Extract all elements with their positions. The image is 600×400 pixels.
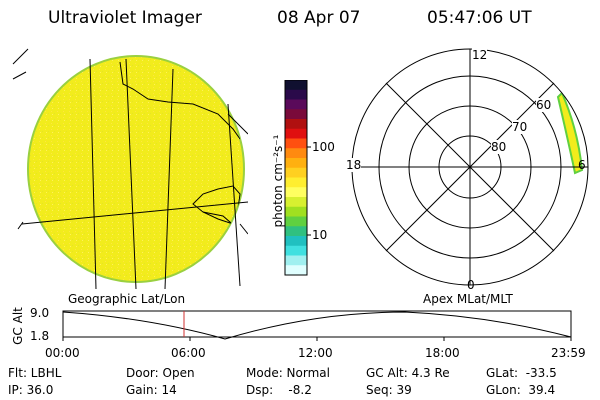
colorbar-segment [285, 197, 307, 208]
colorbar-segment [285, 177, 307, 188]
colorbar-segment [285, 206, 307, 217]
colorbar-segment [285, 236, 307, 247]
status-ip: IP: 36.0 [8, 383, 54, 397]
colorbar-segment [285, 255, 307, 266]
status-seq: Seq: 39 [366, 383, 412, 397]
orbit-altitude-curve [62, 311, 572, 340]
colorbar-scale [285, 80, 307, 276]
time-tick-0600: 06:00 [171, 346, 206, 360]
status-mode: Mode: Normal [246, 366, 330, 380]
altitude-ytick-high: 9.0 [30, 306, 50, 320]
status-glat: GLat: -33.5 [486, 366, 557, 380]
time-tick-1200: 12:00 [298, 346, 333, 360]
colorbar-tick-100: 100 [312, 140, 335, 154]
geographic-caption: Geographic Lat/Lon [68, 292, 186, 306]
colorbar-segment [285, 167, 307, 178]
altitude-ylabel: GC Alt [11, 307, 25, 345]
colorbar-segment [285, 226, 307, 237]
time-tick-0000: 00:00 [45, 346, 80, 360]
geographic-map [12, 48, 248, 289]
status-gain: Gain: 14 [126, 383, 177, 397]
mlt-label-12: 12 [472, 48, 488, 62]
apex-caption: Apex MLat/MLT [423, 292, 513, 306]
auroral-region [556, 91, 584, 175]
colorbar-segment [285, 187, 307, 198]
status-gc-alt: GC Alt: 4.3 Re [366, 366, 450, 380]
mlat-label-60: 60 [536, 98, 552, 112]
mlat-label-80: 80 [491, 140, 507, 154]
time-tick-2359: 23:59 [551, 346, 586, 360]
apex-polar-map [351, 48, 589, 286]
status-filter: Flt: LBHL [8, 366, 62, 380]
colorbar-segment [285, 216, 307, 227]
colorbar-segment [285, 89, 307, 100]
observation-time: 05:47:06 UT [427, 8, 532, 28]
mlt-label-18: 18 [346, 158, 362, 172]
colorbar-label: photon cm⁻²s⁻¹ [271, 134, 285, 228]
graticule [12, 48, 248, 289]
colorbar [284, 80, 311, 276]
colorbar-segment [285, 245, 307, 256]
colorbar-tick-10: 10 [312, 228, 328, 242]
mlt-label-6: 6 [578, 158, 586, 172]
observation-date: 08 Apr 07 [277, 8, 361, 28]
colorbar-segment [285, 80, 307, 91]
colorbar-segment [285, 128, 307, 139]
colorbar-segment [285, 99, 307, 110]
instrument-title: Ultraviolet Imager [48, 8, 202, 28]
colorbar-segment [285, 109, 307, 120]
altitude-ytick-low: 1.8 [30, 329, 50, 343]
mlt-label-0: 0 [467, 278, 475, 292]
time-tick-1800: 18:00 [425, 346, 460, 360]
status-dsp: Dsp: -8.2 [246, 383, 312, 397]
mlat-label-70: 70 [512, 120, 528, 134]
colorbar-segment [285, 119, 307, 130]
status-glon: GLon: 39.4 [486, 383, 556, 397]
altitude-plot [62, 310, 572, 341]
colorbar-segment [285, 265, 307, 276]
uv-image-disk [27, 55, 245, 283]
colorbar-segment [285, 158, 307, 169]
status-door: Door: Open [126, 366, 195, 380]
colorbar-segment [285, 148, 307, 159]
colorbar-segment [285, 138, 307, 149]
